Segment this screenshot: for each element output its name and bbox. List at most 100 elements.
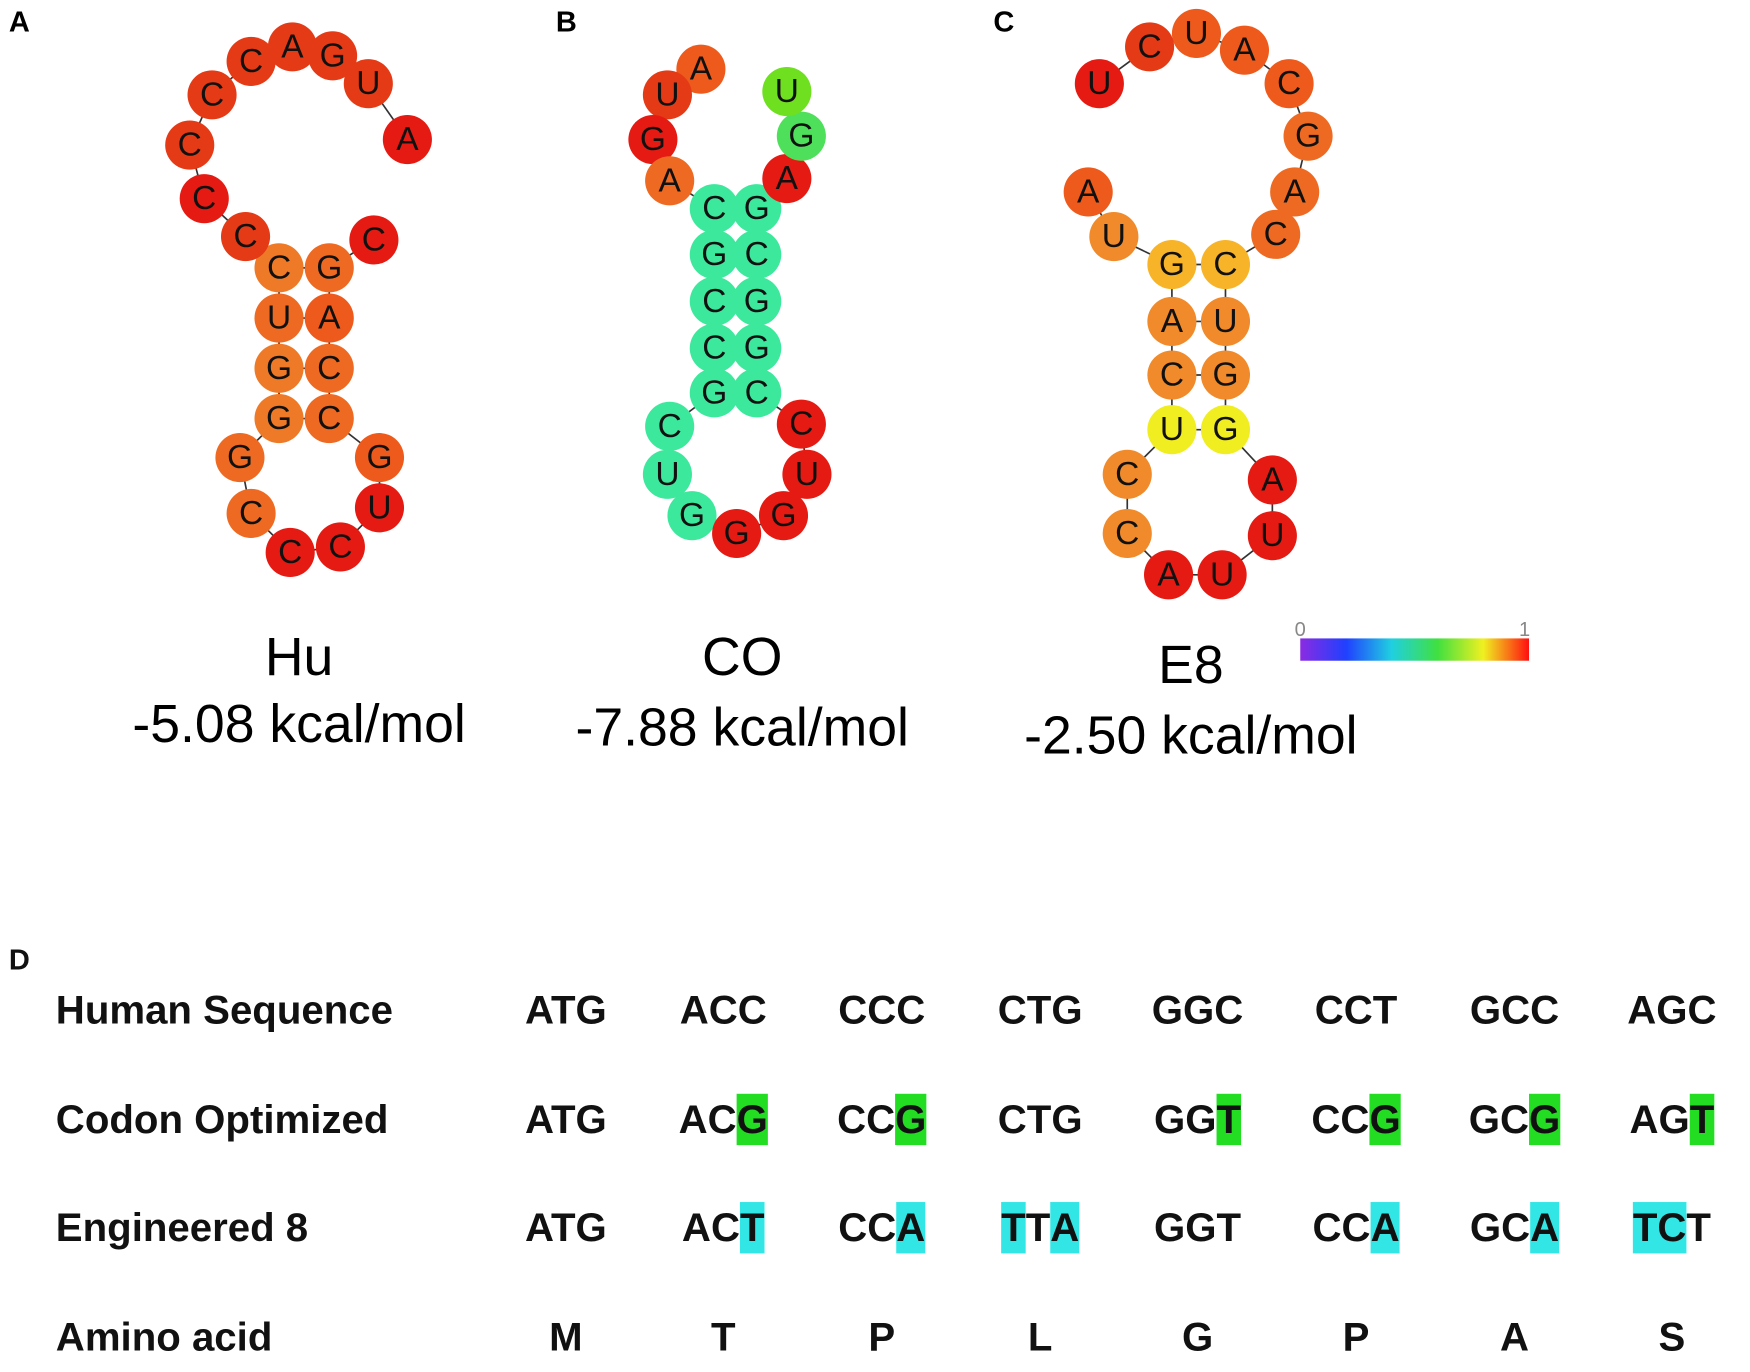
- codon-part: GG: [1154, 1096, 1217, 1142]
- nucleotide-base: C: [200, 76, 224, 113]
- nucleotide-base: G: [366, 439, 392, 476]
- codon-part: A: [1500, 1313, 1530, 1360]
- nucleotide-base: U: [775, 73, 799, 110]
- structure-name: CO: [702, 628, 782, 687]
- codon-part: A: [1530, 1202, 1560, 1254]
- nucleotide: [1147, 239, 1197, 290]
- nucleotide: [762, 154, 812, 204]
- nucleotide: [254, 393, 304, 444]
- codon-part: AGC: [1627, 986, 1717, 1033]
- nucleotide: [354, 433, 405, 483]
- nucleotide: [304, 343, 354, 393]
- nucleotide-base: A: [1161, 303, 1184, 340]
- nucleotide-base: A: [281, 28, 304, 65]
- nucleotide: [1147, 350, 1197, 400]
- nucleotide: [1171, 8, 1222, 59]
- nucleotide: [628, 114, 678, 165]
- nucleotide-base: U: [356, 65, 380, 102]
- nucleotide: [758, 491, 809, 541]
- nucleotide: [1102, 508, 1152, 559]
- panel-label: C: [993, 6, 1014, 38]
- nucleotide-base: C: [267, 249, 291, 286]
- nucleotide-base: C: [239, 43, 263, 80]
- nucleotide-base: A: [1284, 173, 1307, 210]
- nucleotide: [1251, 209, 1301, 259]
- nucleotide-base: G: [266, 350, 292, 387]
- codon-part: AG: [1629, 1096, 1690, 1142]
- nucleotide-base: G: [316, 249, 342, 286]
- codon-part: M: [549, 1313, 583, 1360]
- codon-part: CC: [1312, 1204, 1371, 1251]
- nucleotide-base: U: [655, 76, 679, 113]
- nucleotide-base: A: [1157, 556, 1180, 593]
- codon-part: GCC: [1469, 986, 1560, 1033]
- codon: GCA: [1470, 1202, 1560, 1254]
- nucleotide-base: A: [776, 160, 799, 197]
- nucleotide-base: G: [701, 236, 727, 273]
- nucleotide: [354, 483, 405, 533]
- nucleotide: [642, 70, 692, 120]
- nucleotide: [676, 44, 726, 94]
- codon-part: G: [1181, 1313, 1214, 1360]
- row-label: Amino acid: [55, 1313, 273, 1360]
- nucleotide: [645, 156, 695, 206]
- nucleotide: [1074, 59, 1124, 109]
- codon-part: P: [868, 1313, 896, 1360]
- codon: GCG: [1469, 1093, 1561, 1146]
- nucleotide: [315, 522, 365, 572]
- nucleotide-base: A: [396, 121, 419, 158]
- codon-part: T: [739, 1202, 765, 1254]
- nucleotide: [215, 433, 265, 483]
- nucleotide-base: C: [789, 406, 813, 443]
- codon-part: TC: [1632, 1202, 1687, 1254]
- nucleotide-base: U: [1102, 218, 1126, 255]
- nucleotide-base: C: [745, 374, 769, 411]
- codon: ATG: [525, 1094, 607, 1145]
- nucleotide-base: A: [1077, 173, 1100, 210]
- codon: ATG: [525, 984, 607, 1035]
- nucleotide: [220, 212, 271, 262]
- nucleotide: [732, 323, 782, 373]
- nucleotide: [254, 243, 304, 293]
- codon: CCT: [1315, 984, 1398, 1035]
- nucleotide-base: C: [1264, 216, 1288, 253]
- codon: CTG: [998, 984, 1083, 1035]
- codon-part: GGC: [1151, 986, 1244, 1033]
- nucleotide: [1102, 449, 1152, 499]
- codon-part: CTG: [997, 986, 1083, 1033]
- nucleotide-base: C: [317, 350, 341, 387]
- nucleotide: [1264, 59, 1314, 109]
- nucleotide-base: C: [1160, 357, 1184, 394]
- nucleotide-base: C: [702, 283, 726, 320]
- codon-part: CCT: [1314, 986, 1398, 1033]
- nucleotide-base: G: [744, 330, 770, 367]
- nucleotide: [304, 243, 354, 293]
- panel-label: A: [9, 6, 30, 38]
- nucleotide: [1200, 239, 1251, 290]
- nucleotide-base: C: [702, 190, 726, 227]
- nucleotide-base: C: [1115, 456, 1139, 493]
- nucleotide-base: G: [1159, 246, 1185, 283]
- nucleotide-base: C: [239, 495, 263, 532]
- nucleotide: [304, 393, 354, 444]
- nucleotide-base: C: [362, 221, 386, 258]
- nucleotide: [343, 59, 393, 109]
- codon-part: CC: [837, 1096, 896, 1142]
- codon-part: G: [895, 1093, 927, 1146]
- colorbar-min: 0: [1295, 619, 1306, 641]
- codon-part: T: [710, 1313, 736, 1360]
- codon: P: [868, 1311, 895, 1362]
- free-energy: -5.08 kcal/mol: [132, 695, 465, 754]
- codon-part: A: [896, 1202, 926, 1254]
- codon-part: G: [1529, 1093, 1561, 1146]
- free-energy: -2.50 kcal/mol: [1024, 706, 1357, 765]
- nucleotide: [1270, 167, 1320, 217]
- nucleotide: [732, 368, 782, 418]
- codon: M: [549, 1311, 582, 1362]
- nucleotide: [1125, 22, 1175, 72]
- codon-part: P: [1342, 1313, 1370, 1360]
- codon: CCC: [838, 984, 925, 1035]
- codon: P: [1343, 1311, 1370, 1362]
